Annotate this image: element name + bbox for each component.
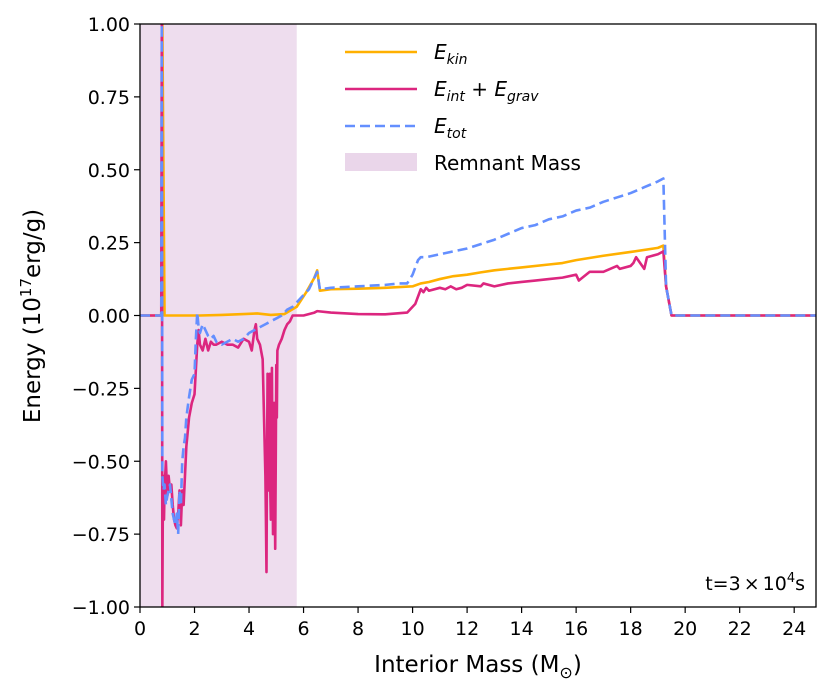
x-tick-label: 0 (134, 618, 146, 640)
x-tick-label: 4 (243, 618, 255, 640)
legend: Ekin Eint + Egrav Etot Remnant Mass (345, 40, 581, 175)
x-axis-label-main: Interior Mass (M (374, 652, 559, 678)
x-tick-label: 14 (510, 618, 534, 640)
time-annotation-sup: 4 (787, 571, 795, 586)
legend-egrav-E: + E (465, 77, 507, 101)
legend-ekin-sub: kin (447, 52, 468, 68)
x-axis-label: Interior Mass (M⊙) (374, 652, 582, 682)
x-tick-label: 22 (728, 618, 752, 640)
series-line-ekin (140, 24, 816, 317)
x-axis-label-sub: ⊙ (559, 663, 572, 682)
y-tick-label: −0.75 (72, 524, 130, 546)
time-annotation-prefix: t=3 (705, 573, 740, 595)
y-tick-label: 0.25 (88, 233, 130, 255)
x-tick-label: 18 (619, 618, 643, 640)
legend-etot-sub: tot (447, 126, 467, 142)
x-tick-label: 6 (298, 618, 310, 640)
y-tick-label: 0.75 (88, 87, 130, 109)
legend-egrav-sub: grav (507, 89, 539, 105)
x-tick-label: 8 (352, 618, 364, 640)
x-tick-label: 24 (782, 618, 806, 640)
time-annotation-times: × (744, 573, 760, 595)
y-axis-label-main: Energy (10 (20, 297, 46, 423)
legend-label-ekin: Ekin (434, 40, 468, 68)
series-line-etot (140, 24, 816, 536)
y-axis-label: Energy (1017erg/g) (17, 209, 46, 423)
x-tick-label: 16 (564, 618, 588, 640)
x-tick-label: 2 (188, 618, 200, 640)
legend-eint-sub: int (447, 89, 466, 105)
y-tick-label: 1.00 (88, 14, 130, 36)
y-tick-label: −0.50 (72, 451, 130, 473)
x-tick-label: 10 (400, 618, 424, 640)
y-axis-label-end: erg/g) (20, 209, 46, 278)
legend-eint-E: E (434, 77, 447, 101)
legend-ekin-E: E (434, 40, 447, 64)
y-tick-label: −1.00 (72, 597, 130, 619)
time-annotation-base: 10 (763, 573, 787, 595)
y-tick-label: −0.25 (72, 378, 130, 400)
x-tick-label: 20 (673, 618, 697, 640)
y-tick-label: 0.00 (88, 306, 130, 328)
legend-etot-E: E (434, 114, 447, 138)
legend-swatch-remnant (345, 153, 417, 171)
time-annotation-unit: s (795, 573, 805, 595)
y-tick-label: 0.50 (88, 160, 130, 182)
y-axis-ticks: −1.00 −0.75 −0.50 −0.25 0.00 0.25 0.50 0.75 1.00 (72, 14, 140, 619)
x-axis-label-end: ) (573, 652, 582, 678)
x-axis-ticks: 0 2 4 6 8 10 12 14 16 18 20 22 24 (134, 607, 806, 640)
y-axis-label-sup: 17 (17, 278, 35, 297)
legend-label-eintgrav: Eint + Egrav (434, 77, 539, 105)
time-annotation: t=3 × 104s (705, 571, 805, 595)
x-tick-label: 12 (455, 618, 479, 640)
plot-area (140, 24, 816, 607)
legend-label-remnant: Remnant Mass (434, 151, 581, 175)
series-line-eint-egrav (140, 24, 816, 607)
legend-label-etot: Etot (434, 114, 467, 142)
